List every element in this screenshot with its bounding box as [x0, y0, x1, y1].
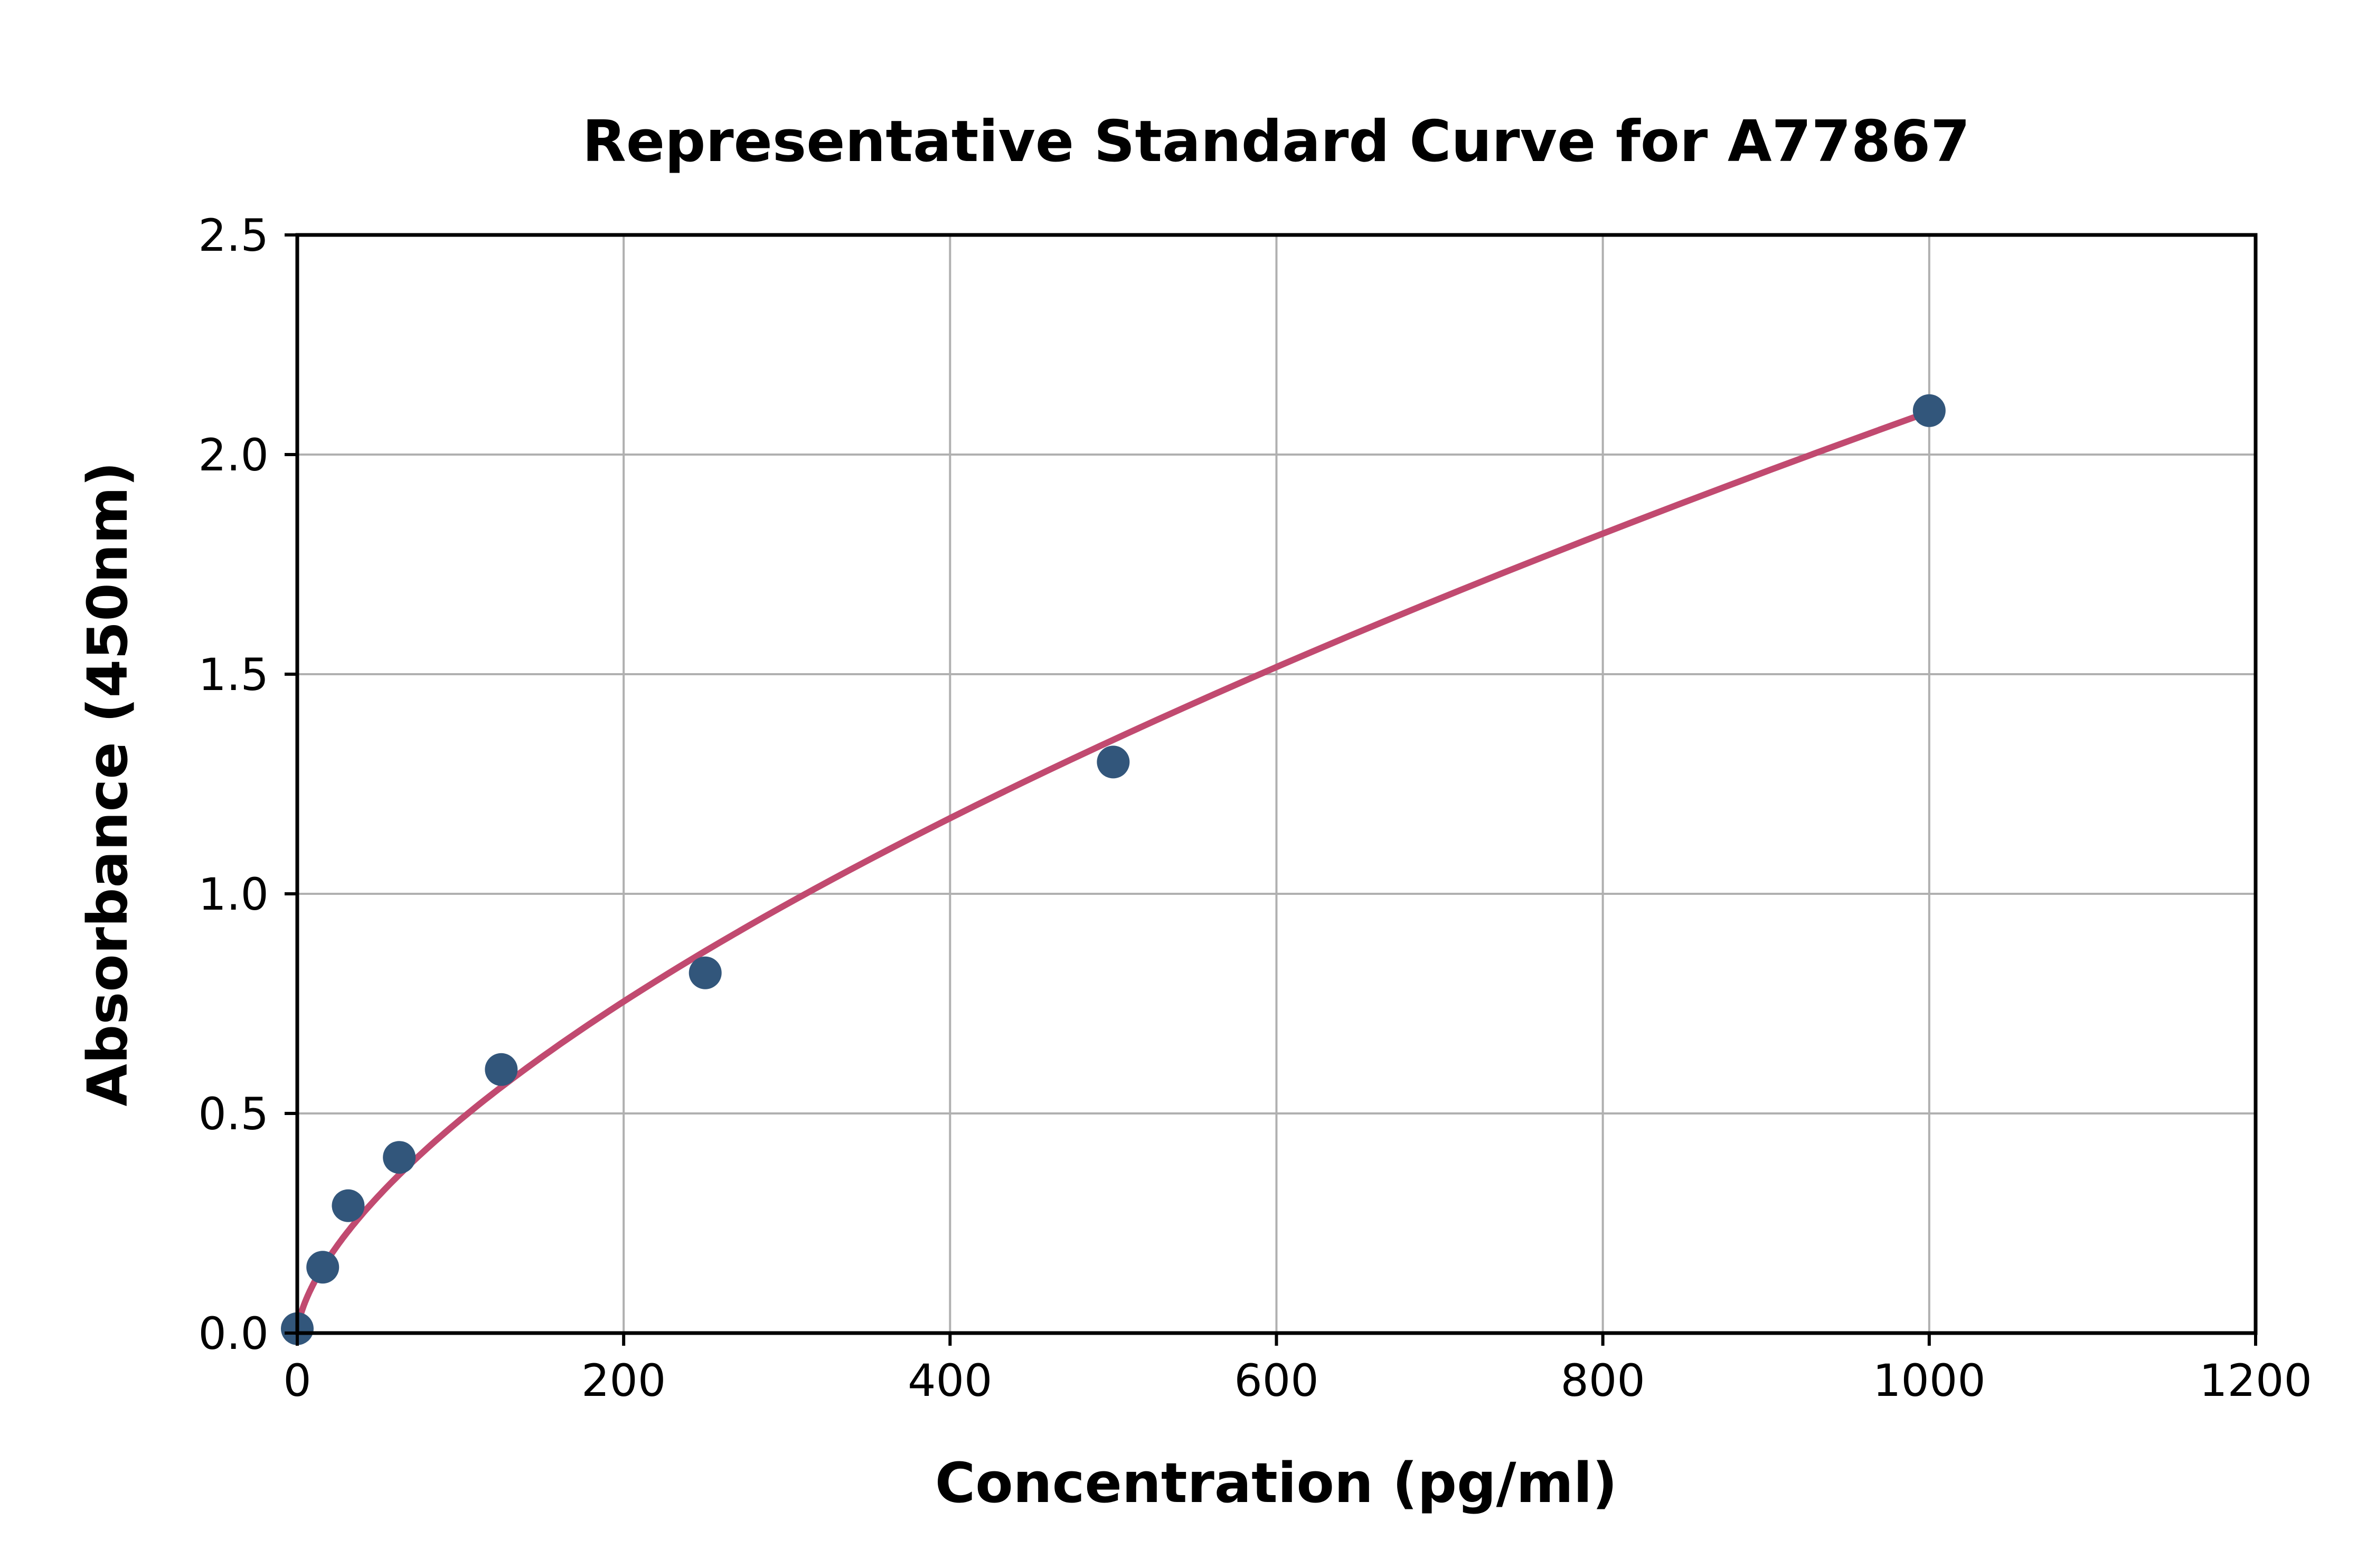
data-point: [689, 956, 722, 989]
data-point: [1097, 745, 1130, 779]
x-tick-label: 1000: [1873, 1355, 1986, 1406]
x-tick-label: 200: [581, 1355, 666, 1406]
x-tick-label: 0: [283, 1355, 311, 1406]
chart-title: Representative Standard Curve for A77867: [582, 109, 1970, 175]
y-tick-label: 0.5: [198, 1088, 269, 1140]
data-point: [1912, 394, 1946, 427]
y-axis-label: Absorbance (450nm): [76, 461, 140, 1106]
data-point: [306, 1251, 340, 1284]
x-tick-label: 600: [1234, 1355, 1318, 1406]
points-layer: [281, 394, 1946, 1345]
curve-layer: [294, 409, 1932, 1331]
x-axis-label: Concentration (pg/ml): [935, 1451, 1617, 1515]
y-tick-label: 1.5: [198, 649, 269, 701]
y-tick-label: 2.0: [198, 429, 269, 481]
data-point: [383, 1141, 416, 1174]
fit-curve-line: [294, 409, 1932, 1331]
y-tick-label: 2.5: [198, 210, 269, 261]
y-tick-label: 1.0: [198, 868, 269, 920]
x-tick-label: 800: [1560, 1355, 1645, 1406]
grid-layer: [297, 235, 2256, 1333]
x-tick-label: 400: [908, 1355, 992, 1406]
data-point: [332, 1189, 365, 1222]
x-tick-label: 1200: [2199, 1355, 2312, 1406]
y-tick-label: 0.0: [198, 1308, 269, 1359]
data-point: [485, 1053, 518, 1086]
ticks-layer: 0 200 400 600 800 1000 1200 0.0 0.5 1.0 1.5 2.0 2.5: [198, 210, 2312, 1406]
